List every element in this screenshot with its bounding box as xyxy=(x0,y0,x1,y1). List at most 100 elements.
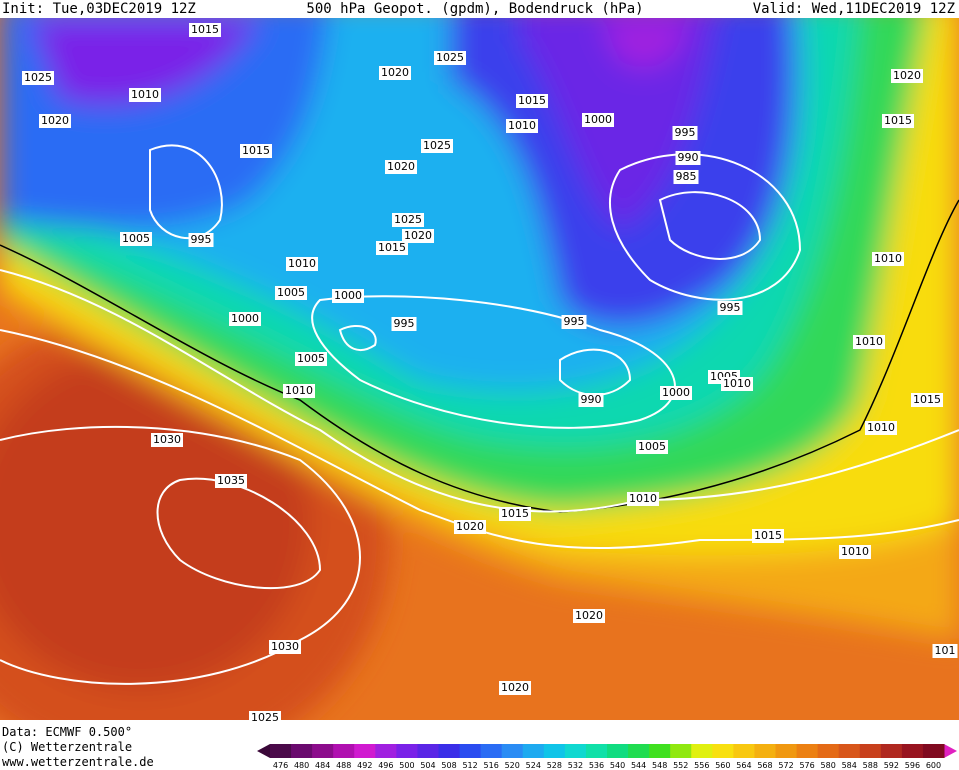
isobar-label: 1015 xyxy=(518,94,546,107)
isobar-label: 1020 xyxy=(501,681,529,694)
isobar-label-box xyxy=(39,114,71,128)
isobar-label-box xyxy=(675,151,701,165)
isobar-label-box xyxy=(865,421,897,435)
colorbar-swatch xyxy=(480,744,503,758)
colorbar-swatch xyxy=(333,744,355,758)
isobar-label: 1010 xyxy=(723,377,751,390)
isobar-label-box xyxy=(673,170,699,184)
colorbar-swatch xyxy=(670,744,692,758)
isobar-label: 995 xyxy=(191,233,212,246)
isobar-label: 1020 xyxy=(575,609,603,622)
colorbar-swatch xyxy=(817,744,840,758)
isobar-label-box xyxy=(561,315,587,329)
isobar-label: 1010 xyxy=(131,88,159,101)
isobar-label: 1020 xyxy=(387,160,415,173)
colorbar-swatch xyxy=(291,744,313,758)
isobar-label-box xyxy=(215,474,247,488)
isobar-label-box xyxy=(582,113,614,127)
colorbar-swatch xyxy=(417,744,439,758)
colorbar-label: 524 xyxy=(526,761,541,770)
isobar-label-box xyxy=(286,257,318,271)
colorbar-swatch xyxy=(796,744,819,758)
colorbar-label: 560 xyxy=(715,761,730,770)
isobar-label: 101 xyxy=(935,644,956,657)
isobar-label: 1020 xyxy=(41,114,69,127)
isobar-label-box xyxy=(578,393,604,407)
isobar-label: 1015 xyxy=(191,23,219,36)
isobar-label: 1020 xyxy=(456,520,484,533)
isobar-label-box xyxy=(506,119,538,133)
isobar-label-box xyxy=(672,126,698,140)
isobar-label: 1010 xyxy=(508,119,536,132)
colorbar-swatch xyxy=(775,744,798,758)
colorbar-swatch xyxy=(501,744,524,758)
colorbar-swatch xyxy=(691,744,713,758)
valid-time: Valid: Wed,11DEC2019 12Z xyxy=(753,1,955,17)
isobar-label-box xyxy=(240,144,272,158)
isobar-label-box xyxy=(721,377,753,391)
colorbar-label: 488 xyxy=(336,761,351,770)
colorbar-label: 564 xyxy=(736,761,751,770)
colorbar-swatch xyxy=(859,744,882,758)
isobar-label: 1005 xyxy=(122,232,150,245)
isobar-label-box xyxy=(499,507,531,521)
isobar-label-box xyxy=(882,114,914,128)
isobar-label: 1005 xyxy=(277,286,305,299)
colorbar-swatch xyxy=(733,744,755,758)
colorbar-swatch xyxy=(585,744,608,758)
isobar-label: 1015 xyxy=(501,507,529,520)
isobar-label-box xyxy=(151,433,183,447)
isobar-label-box xyxy=(434,51,466,65)
map-title: 500 hPa Geopot. (gpdm), Bodendruck (hPa) xyxy=(306,1,643,17)
isobar-label-box xyxy=(573,609,605,623)
isobar-label: 1025 xyxy=(423,139,451,152)
colorbar-swatch xyxy=(649,744,671,758)
isobar-label-box xyxy=(22,71,54,85)
isobar-label: 1025 xyxy=(436,51,464,64)
isobar-label: 1010 xyxy=(288,257,316,270)
colorbar-label: 516 xyxy=(484,761,499,770)
colorbar-label: 496 xyxy=(378,761,393,770)
isobar-label: 1020 xyxy=(381,66,409,79)
isobar-label-box xyxy=(188,233,214,247)
colorbar-label: 584 xyxy=(842,761,857,770)
colorbar-label: 592 xyxy=(884,761,899,770)
isobar-label: 990 xyxy=(581,393,602,406)
isobar-label: 1025 xyxy=(24,71,52,84)
isobar-label: 1020 xyxy=(893,69,921,82)
isobar-label-box xyxy=(402,229,434,243)
isobar-label: 1010 xyxy=(841,545,869,558)
isobar-label-box xyxy=(499,681,531,695)
isobar-label: 995 xyxy=(720,301,741,314)
isobar-label: 1015 xyxy=(884,114,912,127)
colorbar-label: 484 xyxy=(315,761,330,770)
isobar-label: 1000 xyxy=(584,113,612,126)
isobar-label-box xyxy=(839,545,871,559)
isobar-label-box xyxy=(379,66,411,80)
isobar-label-box xyxy=(269,640,301,654)
isobar-labels: 1015 1025 1020 1025 1010 1020 1015 1010 1000 1015… xyxy=(22,23,958,725)
isobar-label-box xyxy=(421,139,453,153)
colorbar-label: 576 xyxy=(799,761,814,770)
isobar-label: 1015 xyxy=(378,241,406,254)
colorbar-arrow-low xyxy=(257,744,270,758)
colorbar-swatch xyxy=(564,744,587,758)
colorbar-label: 600 xyxy=(926,761,941,770)
colorbar-swatch xyxy=(838,744,861,758)
isobar-label-box xyxy=(392,213,424,227)
isobar-label: 1025 xyxy=(251,711,279,724)
isobar-label: 990 xyxy=(678,151,699,164)
colorbar: 476 480 484 488 492 496 500 504 508 512 516 520 524 5… xyxy=(270,744,945,770)
colorbar-label: 540 xyxy=(610,761,625,770)
isobar-label-box xyxy=(717,301,743,315)
copyright: (C) Wetterzentrale xyxy=(2,740,132,754)
colorbar-swatch xyxy=(712,744,734,758)
colorbar-label: 556 xyxy=(694,761,709,770)
isobar-label: 1010 xyxy=(629,492,657,505)
isobar-label-box xyxy=(636,440,668,454)
isobar-label-box xyxy=(516,94,548,108)
isobar-label: 1015 xyxy=(913,393,941,406)
colorbar-label: 504 xyxy=(420,761,435,770)
colorbar-label: 572 xyxy=(778,761,793,770)
